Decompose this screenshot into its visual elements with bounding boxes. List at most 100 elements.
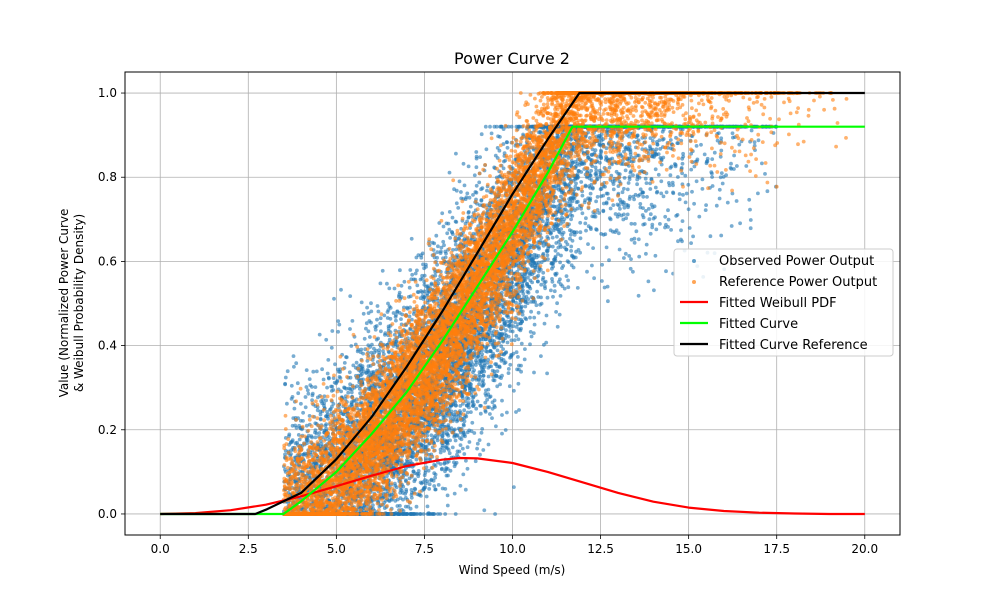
scatter-point [605, 191, 610, 196]
scatter-point [594, 199, 598, 204]
scatter-point [627, 175, 632, 179]
scatter-point [664, 269, 668, 274]
scatter-point [506, 124, 511, 129]
scatter-point [551, 294, 555, 299]
scatter-point [738, 221, 742, 226]
scatter-point [447, 170, 452, 175]
scatter-point [584, 228, 588, 233]
scatter-point [292, 364, 296, 369]
scatter-point [475, 399, 480, 404]
scatter-point [553, 248, 558, 253]
scatter-point [305, 388, 310, 393]
scatter-point [763, 172, 767, 176]
scatter-point [527, 271, 532, 276]
scatter-point [683, 173, 688, 178]
scatter-point [429, 433, 434, 438]
scatter-point [622, 200, 626, 205]
scatter-point [368, 335, 372, 339]
scatter-point [702, 152, 707, 157]
scatter-point [332, 296, 336, 301]
scatter-point [306, 391, 311, 396]
scatter-point [565, 242, 570, 247]
scatter-point [495, 348, 500, 353]
scatter-point [482, 508, 487, 513]
scatter-point [361, 311, 366, 316]
scatter-point [418, 480, 423, 485]
scatter-point [569, 249, 573, 253]
scatter-point [512, 485, 516, 489]
scatter-point [446, 221, 451, 226]
scatter-point [320, 367, 324, 372]
scatter-point [509, 338, 514, 343]
scatter-point [505, 340, 510, 345]
scatter-point [650, 225, 655, 230]
scatter-point [600, 262, 604, 267]
scatter-point [488, 124, 492, 129]
scatter-point [348, 375, 353, 380]
scatter-point [410, 272, 415, 277]
scatter-point [641, 215, 646, 220]
scatter-point [728, 166, 733, 170]
scatter-point [597, 211, 601, 215]
scatter-point [585, 269, 589, 274]
scatter-point [512, 338, 517, 343]
scatter-point [378, 281, 383, 286]
scatter-point [522, 357, 527, 362]
scatter-point [601, 209, 606, 214]
scatter-point [420, 273, 424, 278]
scatter-point [694, 179, 699, 184]
scatter-point [365, 305, 369, 310]
scatter-point [729, 224, 734, 228]
scatter-point [421, 262, 425, 267]
scatter-point [562, 286, 567, 291]
scatter-point [598, 160, 602, 165]
scatter-point [494, 124, 499, 129]
scatter-point [285, 369, 290, 374]
scatter-point [362, 336, 367, 341]
scatter-point [646, 207, 651, 211]
scatter-point [648, 187, 653, 191]
scatter-point [658, 222, 662, 226]
scatter-point [339, 287, 343, 292]
scatter-point [735, 164, 739, 168]
scatter-point [480, 427, 485, 431]
scatter-point [470, 400, 475, 405]
scatter-point [700, 187, 705, 191]
scatter-point [509, 124, 514, 129]
scatter-point [444, 473, 449, 478]
scatter-point [304, 385, 309, 389]
scatter-point [607, 258, 611, 263]
scatter-point [516, 355, 520, 359]
scatter-point [625, 187, 630, 192]
scatter-point [552, 283, 557, 288]
scatter-point [717, 187, 722, 192]
scatter-point [433, 472, 438, 477]
scatter-point [311, 369, 316, 374]
scatter-point [589, 168, 593, 173]
scatter-point [414, 457, 419, 462]
scatter-point [501, 166, 506, 171]
scatter-point [506, 371, 511, 375]
scatter-point [500, 398, 504, 403]
scatter-point [465, 191, 470, 196]
scatter-point [285, 401, 289, 406]
scatter-point [629, 221, 634, 226]
scatter-point [519, 341, 524, 346]
scatter-point [418, 277, 423, 282]
scatter-point [555, 234, 559, 239]
scatter-point [684, 191, 689, 196]
scatter-point [523, 304, 528, 309]
scatter-point [641, 194, 646, 199]
scatter-point [528, 315, 532, 320]
scatter-point [744, 164, 749, 168]
scatter-point [669, 228, 673, 232]
scatter-point [440, 211, 445, 216]
scatter-point [611, 203, 616, 208]
scatter-point [442, 449, 446, 453]
scatter-point [679, 138, 684, 143]
scatter-point [595, 195, 600, 199]
scatter-point [378, 316, 383, 321]
scatter-point [466, 396, 471, 401]
scatter-point [554, 310, 558, 314]
